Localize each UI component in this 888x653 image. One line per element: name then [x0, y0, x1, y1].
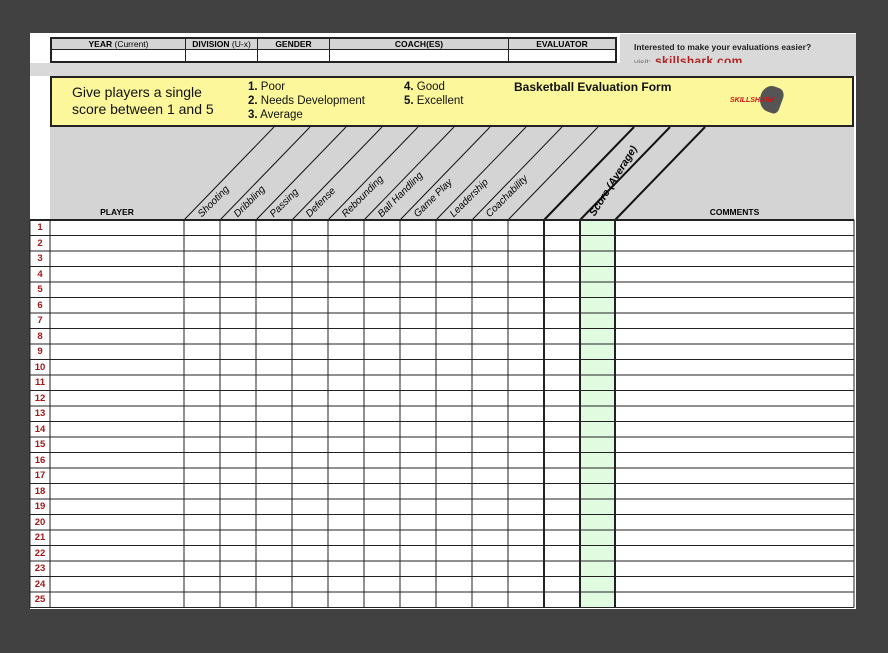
header-divider: [543, 126, 635, 221]
header-divider: [507, 126, 599, 221]
info-header-year: YEAR (Current): [52, 39, 186, 50]
player-name-cell[interactable]: [51, 423, 183, 437]
header-divider: [614, 126, 706, 221]
instructions-box: Give players a single score between 1 and…: [50, 76, 854, 127]
row-number: 12: [34, 392, 46, 404]
player-name-cell[interactable]: [51, 314, 183, 328]
info-field[interactable]: [330, 50, 509, 61]
row-number: 15: [34, 439, 46, 450]
row-number: 2: [37, 237, 43, 249]
column-header: [50, 127, 854, 220]
player-name-cell[interactable]: [51, 268, 183, 282]
row-number: 22: [34, 547, 46, 559]
row-number: 14: [34, 423, 46, 435]
row-number: 1: [37, 222, 43, 233]
row-number: 6: [37, 299, 43, 311]
player-name-cell[interactable]: [51, 547, 183, 561]
info-header-coaches: COACH(ES): [330, 39, 509, 50]
player-column-header: PLAYER: [100, 207, 134, 217]
row-number: 18: [34, 485, 46, 497]
player-name-cell[interactable]: [51, 578, 183, 592]
comments-column-header: COMMENTS: [709, 207, 760, 217]
player-name-cell[interactable]: [51, 376, 183, 390]
player-name-cell[interactable]: [51, 500, 183, 514]
player-name-cell[interactable]: [51, 438, 183, 452]
player-name-cell[interactable]: [51, 221, 183, 235]
player-name-cell[interactable]: [51, 516, 183, 530]
visit-label: visit:: [634, 57, 651, 67]
row-number: 3: [37, 253, 43, 264]
player-name-cell[interactable]: [51, 407, 183, 421]
player-name-cell[interactable]: [51, 469, 183, 483]
row-number: 23: [34, 563, 46, 574]
player-name-cell[interactable]: [51, 454, 183, 468]
player-name-cell[interactable]: [51, 283, 183, 297]
info-field[interactable]: [258, 50, 330, 61]
row-number: 17: [34, 470, 46, 481]
info-field[interactable]: [186, 50, 258, 61]
row-number: 9: [37, 346, 43, 357]
scale-list-1: 1. Poor 2. Needs Development 3. Average: [248, 81, 365, 121]
row-number: 11: [34, 377, 46, 388]
info-header-gender: GENDER: [258, 39, 330, 50]
row-number: 7: [37, 315, 43, 326]
row-number: 4: [37, 268, 43, 280]
promo-question: Interested to make your evaluations easi…: [634, 42, 812, 52]
info-field[interactable]: [52, 50, 186, 61]
header-divider: [435, 126, 527, 221]
row-number: 10: [34, 361, 46, 373]
player-name-cell[interactable]: [51, 299, 183, 313]
player-name-cell[interactable]: [51, 485, 183, 499]
row-number: 25: [34, 594, 46, 605]
player-name-cell[interactable]: [51, 252, 183, 266]
score-column: [580, 220, 615, 608]
header-divider: [579, 126, 671, 221]
header-divider: [363, 126, 455, 221]
row-number: 13: [34, 408, 46, 419]
player-name-cell[interactable]: [51, 361, 183, 375]
row-number: 21: [34, 532, 46, 543]
logo-text: SKILLSHARK: [730, 97, 776, 104]
scale-list-2: 4. Good 5. Excellent: [404, 81, 464, 107]
row-number: 8: [37, 330, 43, 342]
header-divider: [183, 126, 275, 221]
header-divider: [219, 126, 311, 221]
form-title: Basketball Evaluation Form: [514, 80, 672, 94]
info-header-division: DIVISION (U-x): [186, 39, 258, 50]
info-table: YEAR (Current) DIVISION (U-x) GENDER COACH…: [50, 37, 617, 63]
row-number: 20: [34, 516, 46, 528]
player-name-cell[interactable]: [51, 562, 183, 576]
row-number: 16: [34, 454, 46, 466]
row-number: 19: [34, 501, 46, 512]
player-name-cell[interactable]: [51, 392, 183, 406]
player-name-cell[interactable]: [51, 531, 183, 545]
header-divider: [327, 126, 419, 221]
gray-band: [30, 63, 856, 76]
header-divider: [291, 126, 383, 221]
row-number: 24: [34, 578, 46, 590]
header-divider: [399, 126, 491, 221]
player-name-cell[interactable]: [51, 593, 183, 607]
row-number: 5: [37, 284, 43, 295]
info-header-evaluator: EVALUATOR: [509, 39, 615, 50]
instructions-text: Give players a single score between 1 and…: [72, 84, 214, 117]
header-divider: [471, 126, 563, 221]
player-name-cell[interactable]: [51, 237, 183, 251]
header-divider: [255, 126, 347, 221]
player-name-cell[interactable]: [51, 345, 183, 359]
player-name-cell[interactable]: [51, 330, 183, 344]
